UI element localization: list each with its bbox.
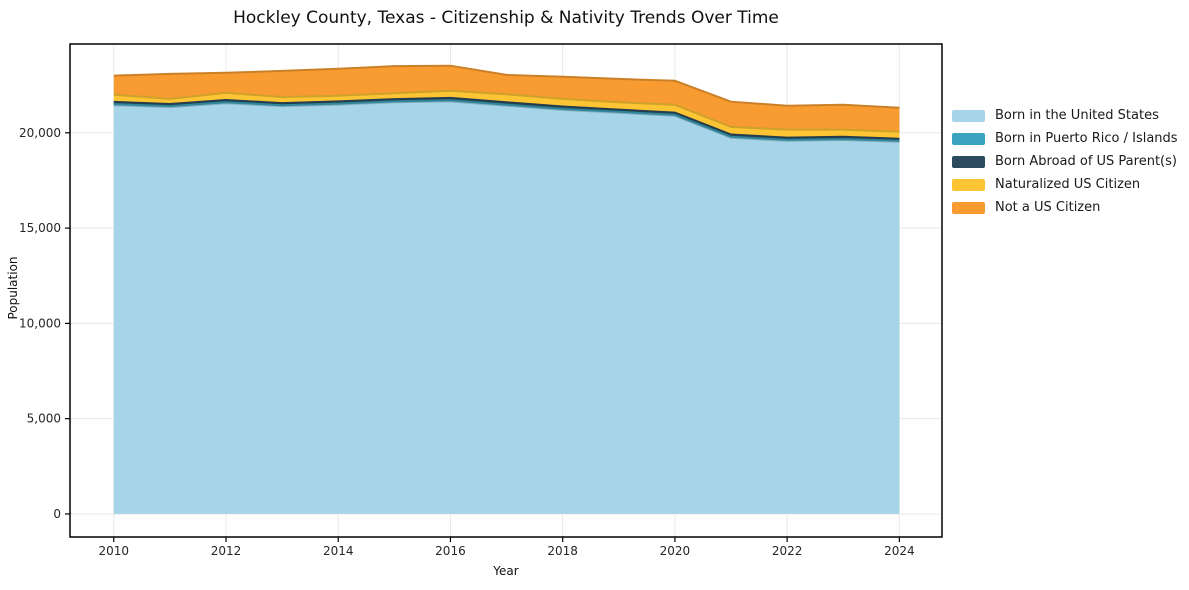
legend-swatch <box>952 132 985 145</box>
x-axis-label: Year <box>493 564 519 578</box>
y-tick-label: 5,000 <box>27 412 61 426</box>
legend-swatch <box>952 155 985 168</box>
legend-item: Not a US Citizen <box>952 196 1178 219</box>
legend-swatch <box>952 178 985 191</box>
legend-item: Born in Puerto Rico / Islands <box>952 127 1178 150</box>
area-layer <box>113 101 900 514</box>
legend-swatch <box>952 201 985 214</box>
area-edge <box>113 64 900 109</box>
y-tick-label: 15,000 <box>19 221 61 235</box>
y-tick-label: 0 <box>53 507 61 521</box>
legend: Born in the United States Born in Puerto … <box>952 104 1178 219</box>
x-tick-label: 2010 <box>98 544 129 558</box>
legend-label: Naturalized US Citizen <box>995 177 1141 192</box>
area-edge <box>113 89 900 133</box>
legend-item: Born Abroad of US Parent(s) <box>952 150 1178 173</box>
legend-swatch <box>952 109 985 122</box>
y-tick-label: 20,000 <box>19 126 61 140</box>
area-edge <box>113 96 900 140</box>
x-tick-label: 2024 <box>884 544 915 558</box>
legend-item: Naturalized US Citizen <box>952 173 1178 196</box>
legend-label: Not a US Citizen <box>995 200 1101 215</box>
area-edge <box>113 99 900 142</box>
x-tick-label: 2014 <box>323 544 354 558</box>
area-layer <box>113 90 900 139</box>
y-tick-label: 10,000 <box>19 316 61 330</box>
x-tick-label: 2018 <box>547 544 578 558</box>
chart-title: Hockley County, Texas - Citizenship & Na… <box>233 8 779 28</box>
legend-label: Born in Puerto Rico / Islands <box>995 131 1178 146</box>
x-tick-label: 2016 <box>435 544 466 558</box>
x-tick-label: 2020 <box>660 544 691 558</box>
axes-frame <box>69 43 943 538</box>
x-tick-label: 2022 <box>772 544 803 558</box>
legend-item: Born in the United States <box>952 104 1178 127</box>
x-tick-label: 2012 <box>211 544 242 558</box>
legend-label: Born Abroad of US Parent(s) <box>995 154 1177 169</box>
legend-label: Born in the United States <box>995 108 1159 123</box>
